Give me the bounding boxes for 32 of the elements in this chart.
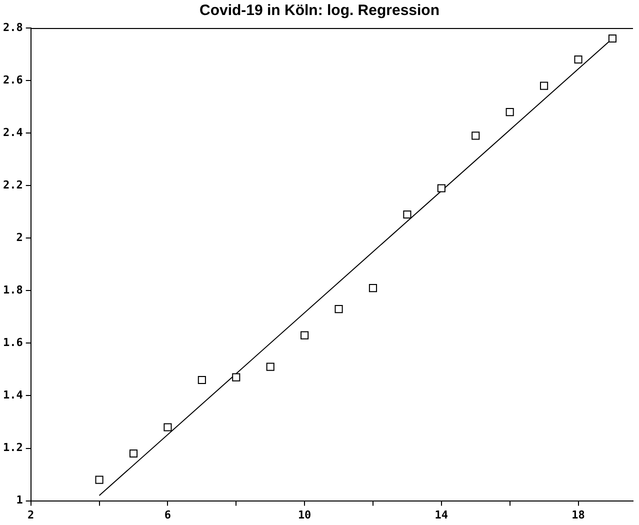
point <box>506 108 514 116</box>
point <box>368 284 378 292</box>
x-tick-label: 2 <box>28 508 34 522</box>
point <box>540 82 548 90</box>
y-tick-label: 2.4 <box>2 126 24 139</box>
point <box>95 476 104 484</box>
point <box>608 34 617 43</box>
x-tick-label: 14 <box>434 508 448 522</box>
point <box>198 376 206 384</box>
y-tick-label: 1.8 <box>2 284 23 297</box>
y-tick-label: 2 <box>16 230 23 244</box>
x-tick-label: 6 <box>164 508 172 522</box>
chart-title: Covid-19 in Köln: log. Regression <box>199 2 440 20</box>
x-tick-label: 10 <box>298 508 312 522</box>
point <box>266 362 274 371</box>
y-tick-label: 2.8 <box>2 20 23 34</box>
point <box>334 305 343 314</box>
point <box>437 184 446 192</box>
y-tick-label: 1.6 <box>2 336 24 350</box>
y-tick-label: 1.2 <box>2 441 23 454</box>
y-tick-label: 2.6 <box>2 73 24 86</box>
point <box>232 373 240 382</box>
point <box>574 55 582 64</box>
y-tick-label: 1 <box>16 494 24 507</box>
point <box>300 331 309 340</box>
point <box>472 132 480 140</box>
y-tick-label: 1.4 <box>2 388 24 402</box>
point <box>129 449 138 458</box>
point <box>164 423 172 432</box>
y-tick-label: 2.2 <box>2 178 23 192</box>
point <box>403 210 412 219</box>
x-tick-label: 18 <box>572 508 585 522</box>
